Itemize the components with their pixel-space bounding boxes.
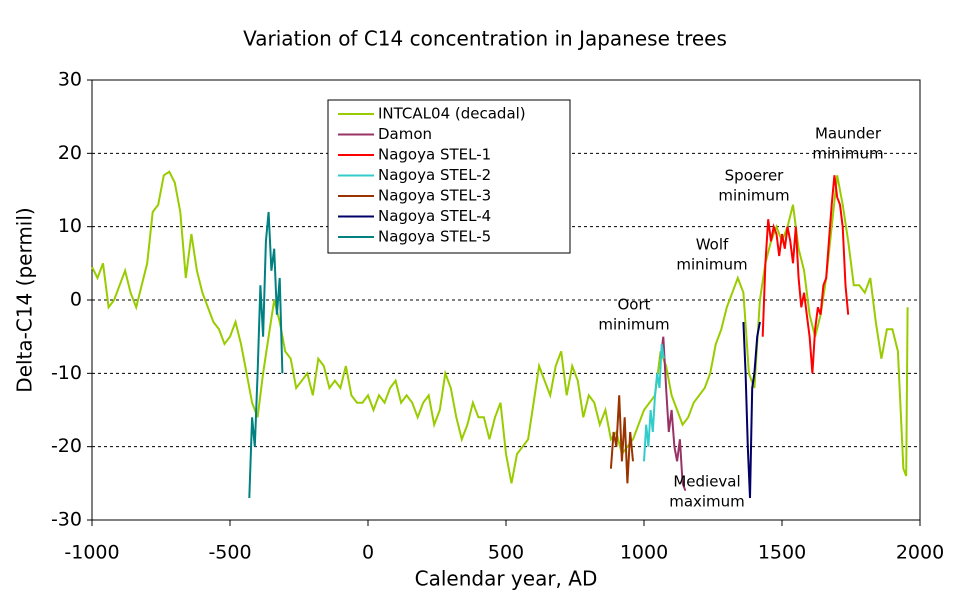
series-line bbox=[742, 321, 761, 499]
legend-text: Nagoya STEL-1 bbox=[378, 146, 491, 164]
annotation: Oort bbox=[617, 296, 650, 314]
legend-text: Nagoya STEL-3 bbox=[378, 187, 491, 205]
series-line bbox=[659, 336, 687, 492]
annotation: minimum bbox=[718, 187, 789, 205]
legend-text: Nagoya STEL-5 bbox=[378, 228, 491, 246]
series-line bbox=[761, 175, 850, 374]
y-tick-label: -10 bbox=[51, 362, 82, 384]
x-tick-label: 500 bbox=[488, 542, 524, 564]
annotation: minimum bbox=[598, 316, 669, 334]
y-axis-label: Delta-C14 (permil) bbox=[13, 207, 37, 392]
x-tick-label: -1000 bbox=[64, 542, 119, 564]
legend-text: Nagoya STEL-4 bbox=[378, 207, 491, 225]
series-line bbox=[91, 170, 909, 484]
legend-text: Nagoya STEL-2 bbox=[378, 166, 491, 184]
annotation: Medieval bbox=[673, 473, 740, 491]
x-tick-label: 1000 bbox=[620, 542, 668, 564]
x-tick-label: -500 bbox=[208, 542, 251, 564]
y-tick-label: -30 bbox=[51, 509, 82, 531]
series-line bbox=[609, 395, 634, 484]
y-tick-label: 10 bbox=[58, 215, 82, 237]
annotation: maximum bbox=[669, 493, 745, 511]
x-axis-label: Calendar year, AD bbox=[415, 567, 598, 591]
annotation: Spoerer bbox=[725, 167, 785, 185]
y-tick-label: 0 bbox=[70, 289, 82, 311]
y-tick-label: 30 bbox=[58, 69, 82, 91]
annotation: Wolf bbox=[696, 236, 729, 254]
annotation: minimum bbox=[812, 145, 883, 163]
legend-text: INTCAL04 (decadal) bbox=[378, 105, 526, 123]
series-line bbox=[248, 211, 284, 499]
x-tick-label: 1500 bbox=[758, 542, 806, 564]
x-tick-label: 2000 bbox=[896, 542, 944, 564]
legend-text: Damon bbox=[378, 125, 432, 143]
series-line bbox=[643, 343, 665, 462]
y-tick-label: 20 bbox=[58, 142, 82, 164]
chart-title: Variation of C14 concentration in Japane… bbox=[243, 27, 727, 51]
y-tick-label: -20 bbox=[51, 435, 82, 457]
x-tick-label: 0 bbox=[362, 542, 374, 564]
annotation: Maunder bbox=[815, 125, 882, 143]
annotation: minimum bbox=[676, 256, 747, 274]
